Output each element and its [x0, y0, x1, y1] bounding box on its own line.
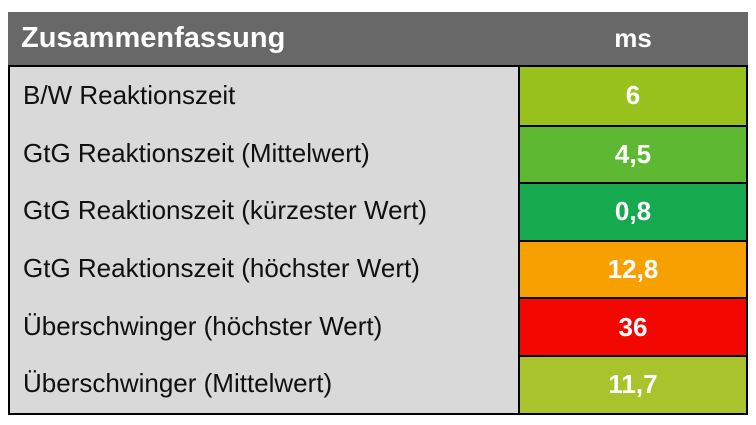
table-row: B/W Reaktionszeit 6: [10, 67, 746, 125]
table-row: GtG Reaktionszeit (kürzester Wert) 0,8: [10, 182, 746, 240]
row-value: 36: [520, 297, 746, 355]
row-value: 11,7: [520, 354, 746, 413]
row-label: GtG Reaktionszeit (kürzester Wert): [10, 182, 520, 240]
row-value: 6: [520, 67, 746, 125]
table-header-row: Zusammenfassung ms: [8, 12, 748, 65]
table-title: Zusammenfassung: [21, 22, 286, 54]
summary-table: Zusammenfassung ms B/W Reaktionszeit 6 G…: [8, 12, 748, 415]
row-value: 4,5: [520, 124, 746, 183]
row-label: Überschwinger (höchster Wert): [10, 297, 520, 355]
table-row: Überschwinger (Mittelwert) 11,7: [10, 354, 746, 413]
row-label: GtG Reaktionszeit (Mittelwert): [10, 124, 520, 183]
table-row: Überschwinger (höchster Wert) 36: [10, 297, 746, 355]
row-label: B/W Reaktionszeit: [10, 67, 520, 125]
unit-column-header: ms: [614, 23, 652, 53]
row-value: 0,8: [520, 182, 746, 240]
row-label: GtG Reaktionszeit (höchster Wert): [10, 239, 520, 298]
row-label: Überschwinger (Mittelwert): [10, 354, 520, 413]
row-value: 12,8: [520, 239, 746, 298]
table-body: B/W Reaktionszeit 6 GtG Reaktionszeit (M…: [8, 65, 748, 415]
table-row: GtG Reaktionszeit (höchster Wert) 12,8: [10, 239, 746, 298]
table-row: GtG Reaktionszeit (Mittelwert) 4,5: [10, 124, 746, 183]
